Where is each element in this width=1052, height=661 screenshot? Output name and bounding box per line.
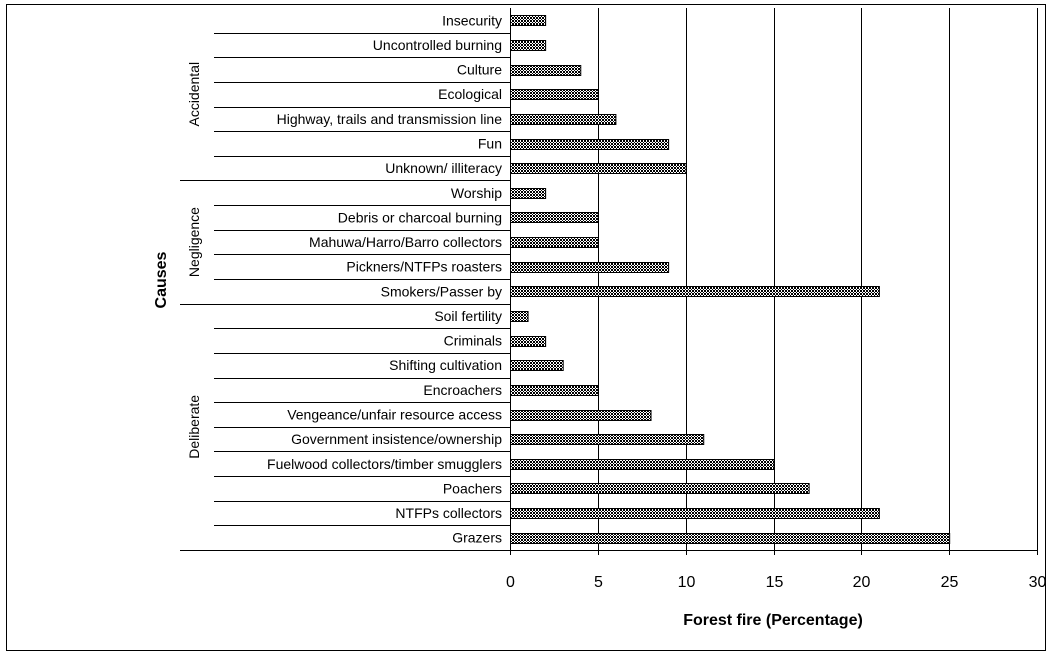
group-label-negligence: Negligence [186, 207, 202, 277]
bar-government-insistence-ownership [510, 434, 705, 445]
bar-criminals [510, 336, 547, 347]
bar-mahuwa-harro-barro-collectors [510, 237, 599, 248]
x-tick-label-0: 0 [506, 574, 515, 591]
category-label-worship: Worship [451, 185, 502, 201]
bar-culture [510, 65, 582, 76]
bar-smokers-passer-by [510, 286, 880, 297]
category-labels: Insecurity Uncontrolled burning Culture Eco… [186, 12, 502, 545]
bar-highway-trails-and-transmission-line [510, 114, 617, 125]
category-label-grazers: Grazers [452, 530, 502, 546]
bar-encroachers [510, 385, 599, 396]
bar-worship [510, 188, 547, 199]
category-label-smokers-passer-by: Smokers/Passer by [381, 283, 502, 299]
category-label-soil-fertility: Soil fertility [434, 308, 502, 324]
category-label-criminals: Criminals [444, 333, 502, 349]
x-axis: 0 5 10 15 20 25 30 [506, 8, 1047, 591]
bars [510, 15, 951, 544]
category-label-poachers: Poachers [443, 480, 502, 496]
bar-fuelwood-collectors-timber-smugglers [510, 459, 775, 470]
bar-soil-fertility [510, 311, 529, 322]
category-label-highway-trails-and-transmission-line: Highway, trails and transmission line [277, 111, 503, 127]
bar-insecurity [510, 15, 547, 26]
bar-shifting-cultivation [510, 360, 564, 371]
x-tick-label-10: 10 [678, 574, 696, 591]
gridlines [180, 8, 1038, 551]
bar-grazers [510, 533, 951, 544]
x-tick-label-30: 30 [1029, 574, 1047, 591]
bar-debris-or-charcoal-burning [510, 212, 599, 223]
bar-uncontrolled-burning [510, 40, 547, 51]
bar-ecological [510, 89, 599, 100]
bar-pickners-ntfps-roasters [510, 262, 670, 273]
bar-fun [510, 139, 670, 150]
chart-frame [6, 4, 1046, 651]
category-label-uncontrolled-burning: Uncontrolled burning [373, 37, 502, 53]
category-label-ntfps-collectors: NTFPs collectors [395, 505, 502, 521]
category-label-encroachers: Encroachers [423, 382, 502, 398]
category-label-pickners-ntfps-roasters: Pickners/NTFPs roasters [346, 259, 502, 275]
category-label-fuelwood-collectors-timber-smugglers: Fuelwood collectors/timber smugglers [267, 456, 502, 472]
category-label-shifting-cultivation: Shifting cultivation [389, 357, 502, 373]
category-label-ecological: Ecological [438, 86, 502, 102]
category-label-insecurity: Insecurity [442, 12, 502, 28]
group-label-accidental: Accidental [186, 62, 202, 127]
category-label-vengeance-unfair-resource-access: Vengeance/unfair resource access [287, 407, 502, 423]
x-tick-label-15: 15 [766, 574, 784, 591]
x-tick-label-5: 5 [594, 574, 603, 591]
bar-poachers [510, 483, 810, 494]
bar-ntfps-collectors [510, 508, 880, 519]
group-label-deliberate: Deliberate [186, 395, 202, 459]
category-label-mahuwa-harro-barro-collectors: Mahuwa/Harro/Barro collectors [309, 234, 502, 250]
x-axis-title: Forest fire (Percentage) [683, 612, 863, 629]
category-label-government-insistence-ownership: Government insistence/ownership [291, 431, 502, 447]
y-axis-title: Causes [153, 251, 170, 308]
category-label-culture: Culture [457, 62, 502, 78]
category-label-debris-or-charcoal-burning: Debris or charcoal burning [338, 209, 502, 225]
bar-vengeance-unfair-resource-access [510, 410, 652, 421]
x-tick-label-20: 20 [853, 574, 871, 591]
x-tick-label-25: 25 [941, 574, 959, 591]
bar-unknown-illiteracy [510, 163, 687, 174]
category-label-unknown-illiteracy: Unknown/ illiteracy [385, 160, 502, 176]
category-label-fun: Fun [478, 136, 502, 152]
